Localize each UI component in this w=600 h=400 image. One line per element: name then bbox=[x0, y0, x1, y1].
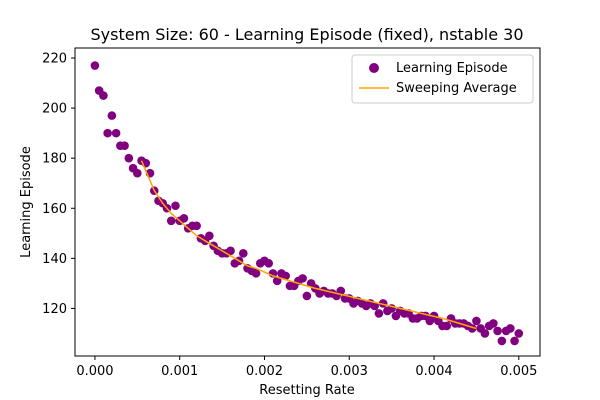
legend-label-sweeping-average: Sweeping Average bbox=[396, 81, 517, 96]
scatter-point bbox=[298, 274, 307, 283]
scatter-point bbox=[480, 329, 490, 338]
scatter-point bbox=[111, 128, 121, 138]
scatter-point bbox=[166, 216, 176, 226]
scatter-point bbox=[103, 128, 112, 138]
scatter-point bbox=[493, 326, 502, 336]
scatter-point bbox=[124, 153, 134, 163]
x-tick-label: 0.005 bbox=[500, 364, 537, 379]
scatter-point bbox=[264, 259, 274, 268]
scatter-point bbox=[90, 61, 100, 70]
x-tick-label: 0.004 bbox=[415, 364, 452, 379]
x-tick-label: 0.003 bbox=[331, 364, 368, 379]
scatter-point bbox=[226, 246, 235, 256]
scatter-point bbox=[238, 249, 248, 258]
scatter-point bbox=[171, 201, 180, 211]
scatter-point bbox=[370, 301, 379, 311]
y-tick-label: 120 bbox=[42, 302, 67, 317]
legend-box bbox=[351, 54, 534, 104]
scatter-point bbox=[107, 111, 117, 120]
plot-area bbox=[90, 61, 524, 346]
scatter-point bbox=[497, 336, 507, 346]
scatter-point bbox=[336, 286, 346, 296]
scatter-point bbox=[514, 329, 524, 338]
scatter-point bbox=[251, 269, 261, 278]
scatter-point bbox=[510, 336, 519, 346]
scatter-point bbox=[302, 291, 312, 301]
scatter-point bbox=[281, 271, 290, 281]
legend-label-learning-episode: Learning Episode bbox=[396, 61, 508, 76]
scatter-point bbox=[120, 141, 129, 150]
scatter-point bbox=[472, 316, 481, 326]
x-tick-label: 0.002 bbox=[246, 364, 283, 379]
legend-marker-learning-episode bbox=[369, 63, 379, 73]
scatter-point bbox=[272, 276, 282, 286]
x-axis: 0.000 0.001 0.002 0.003 0.004 0.005 bbox=[76, 356, 537, 379]
y-tick-label: 160 bbox=[42, 202, 67, 217]
legend: Learning Episode Sweeping Average bbox=[351, 54, 534, 104]
y-tick-label: 140 bbox=[42, 252, 67, 267]
scatter-point bbox=[442, 321, 452, 331]
y-axis-label: Learning Episode bbox=[19, 146, 34, 258]
x-axis-label: Resetting Rate bbox=[259, 383, 354, 398]
chart-title: System Size: 60 - Learning Episode (fixe… bbox=[91, 25, 524, 44]
x-tick-label: 0.000 bbox=[76, 364, 113, 379]
scatter-point bbox=[205, 231, 214, 241]
y-tick-label: 200 bbox=[42, 102, 67, 117]
x-tick-label: 0.001 bbox=[161, 364, 198, 379]
scatter-point bbox=[179, 213, 189, 223]
y-tick-label: 220 bbox=[42, 52, 67, 67]
scatter-point bbox=[489, 319, 498, 328]
scatter-point bbox=[192, 221, 201, 231]
y-tick-label: 180 bbox=[42, 152, 67, 167]
scatter-point bbox=[374, 309, 384, 318]
y-axis: 120 140 160 180 200 220 bbox=[42, 52, 75, 317]
scatter-point bbox=[506, 324, 515, 333]
scatter-point bbox=[133, 168, 142, 178]
axes-frame bbox=[74, 47, 541, 357]
scatter-point bbox=[99, 91, 108, 100]
sweeping-average-line bbox=[140, 160, 477, 330]
